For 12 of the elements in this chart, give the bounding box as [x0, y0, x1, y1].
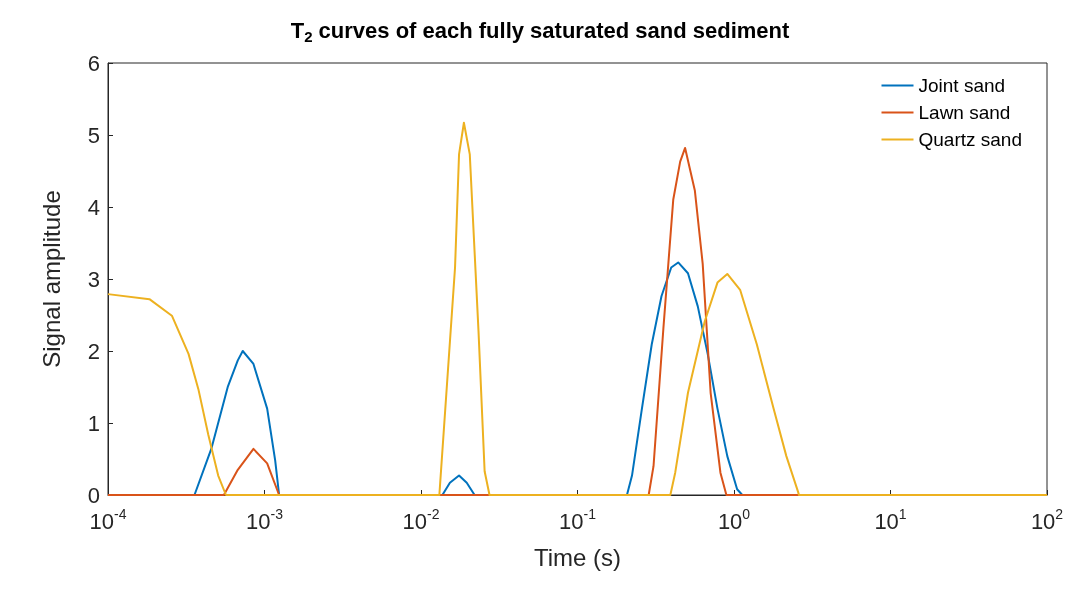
y-tick-label: 5: [87, 122, 100, 148]
legend-label: Quartz sand: [918, 129, 1022, 150]
y-tick-label: 0: [87, 482, 100, 508]
x-axis-title: Time (s): [533, 543, 622, 571]
y-axis-title: Signal amplitude: [37, 190, 65, 368]
y-tick-label: 2: [87, 338, 100, 364]
y-tick-label: 6: [87, 50, 100, 76]
y-tick-label: 4: [87, 194, 100, 220]
y-tick-label: 1: [87, 410, 100, 436]
y-tick-label: 3: [87, 266, 100, 292]
legend-label: Lawn sand: [918, 102, 1011, 123]
legend-label: Joint sand: [918, 75, 1006, 96]
